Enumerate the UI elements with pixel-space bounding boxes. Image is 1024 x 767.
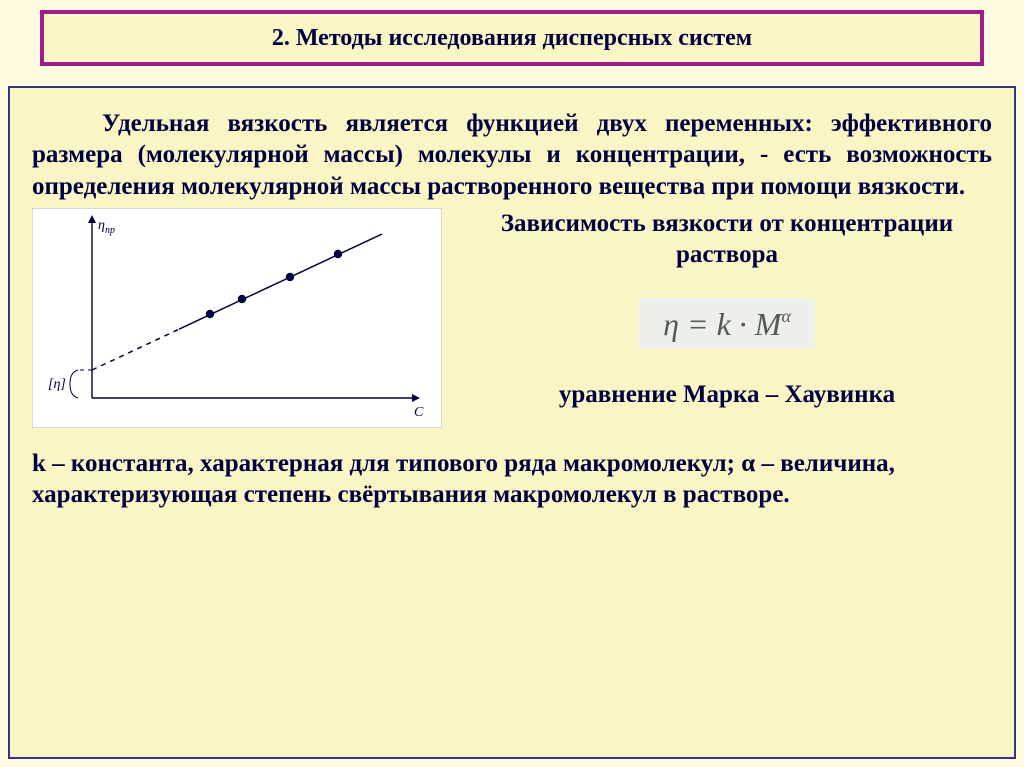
intro-paragraph: Удельная вязкость является функцией двух… bbox=[32, 108, 992, 202]
title-box: 2. Методы исследования дисперсных систем bbox=[40, 10, 984, 66]
svg-text:C: C bbox=[414, 405, 424, 420]
svg-text:[η]: [η] bbox=[48, 377, 66, 392]
chart-subheading: Зависимость вязкости от концентрации рас… bbox=[462, 208, 992, 271]
mid-row: ηпрC[η] Зависимость вязкости от концентр… bbox=[32, 208, 992, 428]
formula-caption: уравнение Марка – Хаувинка bbox=[462, 381, 992, 409]
formula: η = k · Mα bbox=[663, 306, 791, 342]
bottom-paragraph: k – константа, характерная для типового … bbox=[32, 448, 992, 511]
viscosity-chart: ηпрC[η] bbox=[32, 208, 442, 428]
formula-box: η = k · Mα bbox=[639, 298, 815, 349]
title-text: 2. Методы исследования дисперсных систем bbox=[272, 25, 752, 52]
chart-container: ηпрC[η] bbox=[32, 208, 462, 428]
right-column: Зависимость вязкости от концентрации рас… bbox=[462, 208, 992, 428]
main-panel: Удельная вязкость является функцией двух… bbox=[8, 86, 1016, 759]
